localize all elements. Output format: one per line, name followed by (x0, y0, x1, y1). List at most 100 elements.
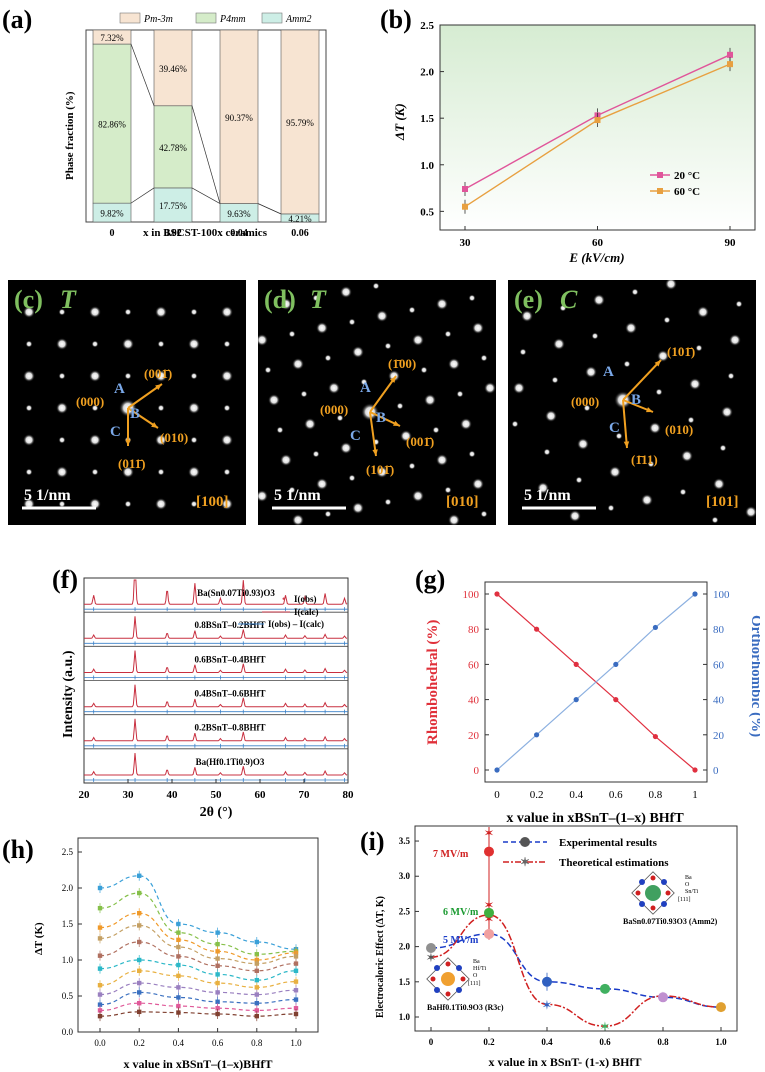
zone-axis: [101] (706, 494, 739, 510)
diffraction-spot (258, 490, 268, 502)
scale-label: 5 1/nm (274, 487, 321, 504)
diffraction-spot (384, 498, 392, 506)
ytick-label: 1.0 (62, 955, 74, 965)
arrow-head (155, 384, 162, 390)
bsnt-legend-dir: [111] (678, 897, 691, 903)
ytick-left: 20 (468, 730, 480, 742)
diffraction-spot (360, 378, 368, 386)
ytick-label: 0.0 (62, 1027, 74, 1037)
diffraction-spot (312, 450, 320, 458)
arrow-letter: B (376, 410, 386, 426)
diffraction-spot (188, 402, 200, 414)
arrow-line (622, 359, 662, 401)
ytick-label: 1.5 (420, 113, 434, 125)
data-point (215, 949, 220, 954)
xtick-label: 0 (429, 1037, 434, 1047)
label-amm2: 17.75% (159, 201, 187, 211)
legend-20c: 20 °C (674, 170, 700, 182)
connect-line (257, 203, 282, 215)
diffraction-spot (223, 468, 231, 476)
panel-f-xticks: 20 30 40 50 60 70 80 (79, 779, 354, 801)
xtick: 0.06 (291, 228, 309, 239)
data-point (293, 961, 299, 966)
data-point (293, 979, 299, 984)
saed-pattern-d: (d) T A (1̄00) B (001̄) C (101̄) (000) 5 1/nm [010… (258, 280, 496, 525)
legend-p4mm: P4mm (219, 14, 246, 25)
ytick-right: 100 (713, 589, 730, 601)
diffraction-spot (623, 360, 631, 368)
bhft-legend-ba: Ba (473, 959, 480, 965)
ytick-label: 1.5 (399, 977, 411, 987)
diffraction-spot (448, 514, 460, 525)
diffraction-spot (719, 444, 727, 452)
diffraction-spot (444, 330, 452, 338)
data-point (97, 1008, 103, 1013)
xtick-label: 1.0 (290, 1038, 302, 1048)
data-point (215, 963, 220, 968)
data-point (293, 1011, 299, 1017)
legend-idiff: I(obs) – I(calc) (268, 619, 324, 629)
data-point (176, 962, 181, 968)
diffraction-spot (352, 346, 364, 358)
calc-pattern (84, 650, 348, 673)
diffraction-spot (472, 478, 484, 490)
diffraction-spot (155, 498, 167, 510)
series-curve (99, 982, 297, 996)
bsnt-legend-o: O (685, 882, 690, 888)
xtick: 0.04 (230, 228, 248, 239)
label-amm2: 9.63% (227, 209, 251, 219)
experimental-point (542, 976, 552, 987)
spot-index: (010) (160, 430, 188, 445)
diffraction-spot (543, 448, 551, 456)
diffraction-spot (400, 430, 412, 442)
diffraction-spot (280, 298, 292, 310)
data-point (137, 1009, 142, 1015)
diffraction-spot (280, 454, 292, 466)
diffraction-spot (408, 462, 416, 470)
diffraction-spot (268, 394, 280, 406)
diffraction-spot (641, 494, 653, 506)
spot-index: (1̄00) (388, 356, 416, 371)
diffraction-spot (23, 306, 35, 318)
xtick-label: 40 (167, 789, 179, 801)
diffraction-spot (513, 382, 525, 394)
experimental-point (600, 983, 610, 994)
diffraction-spot (575, 476, 583, 484)
legend-iobs: I(obs) (294, 594, 317, 604)
diffraction-spot (340, 286, 352, 298)
connect-line (130, 187, 155, 204)
arrow-head (151, 422, 158, 428)
panel-b: (b) 0.5 1.0 1.5 2.0 2.5 30 60 90 20 °C 60 °C Δ… (360, 0, 765, 265)
ytick-right: 80 (713, 624, 725, 636)
panel-a-legend: Pm-3m P4mm Amm2 (119, 12, 312, 25)
panel-i-yticks: 1.0 1.5 2.0 2.5 3.0 3.5 (399, 836, 419, 1022)
diffraction-spot (545, 410, 557, 422)
panel-b-series (462, 47, 733, 214)
series-curve (99, 892, 297, 955)
diffraction-spot (292, 514, 304, 525)
data-point (215, 999, 220, 1004)
diffraction-spot (328, 382, 340, 394)
ytick-label: 1.5 (62, 919, 74, 929)
xtick-label: 0.4 (541, 1037, 553, 1047)
diffraction-spot (615, 432, 623, 440)
spot-index: (101̄) (667, 344, 695, 359)
bsnt-structure-label: BaSn0.07Ti0.93O3 (Amm2) (623, 917, 718, 926)
lattice-arrows: A (001̄) B (010) C (011̄) (110, 366, 188, 471)
diffraction-spot (56, 466, 68, 478)
xtick: 0 (110, 228, 115, 239)
diffraction-spot (190, 500, 198, 508)
diffraction-spot (300, 390, 308, 398)
theory-star: ✶ (600, 1019, 611, 1034)
diffraction-spot (89, 306, 101, 318)
calc-pattern (84, 718, 348, 742)
series-curve (99, 924, 297, 965)
data-point (254, 977, 259, 983)
ytick-label: 2.5 (62, 847, 74, 857)
panel-a-tag: (a) (2, 5, 32, 34)
diffraction-spot (56, 338, 68, 350)
diffraction-spot (480, 510, 488, 518)
diffraction-spot (223, 340, 231, 348)
data-point (293, 968, 299, 973)
panel-i-ylabel: Electrocaloric Effect (ΔT, K) (375, 896, 386, 1018)
